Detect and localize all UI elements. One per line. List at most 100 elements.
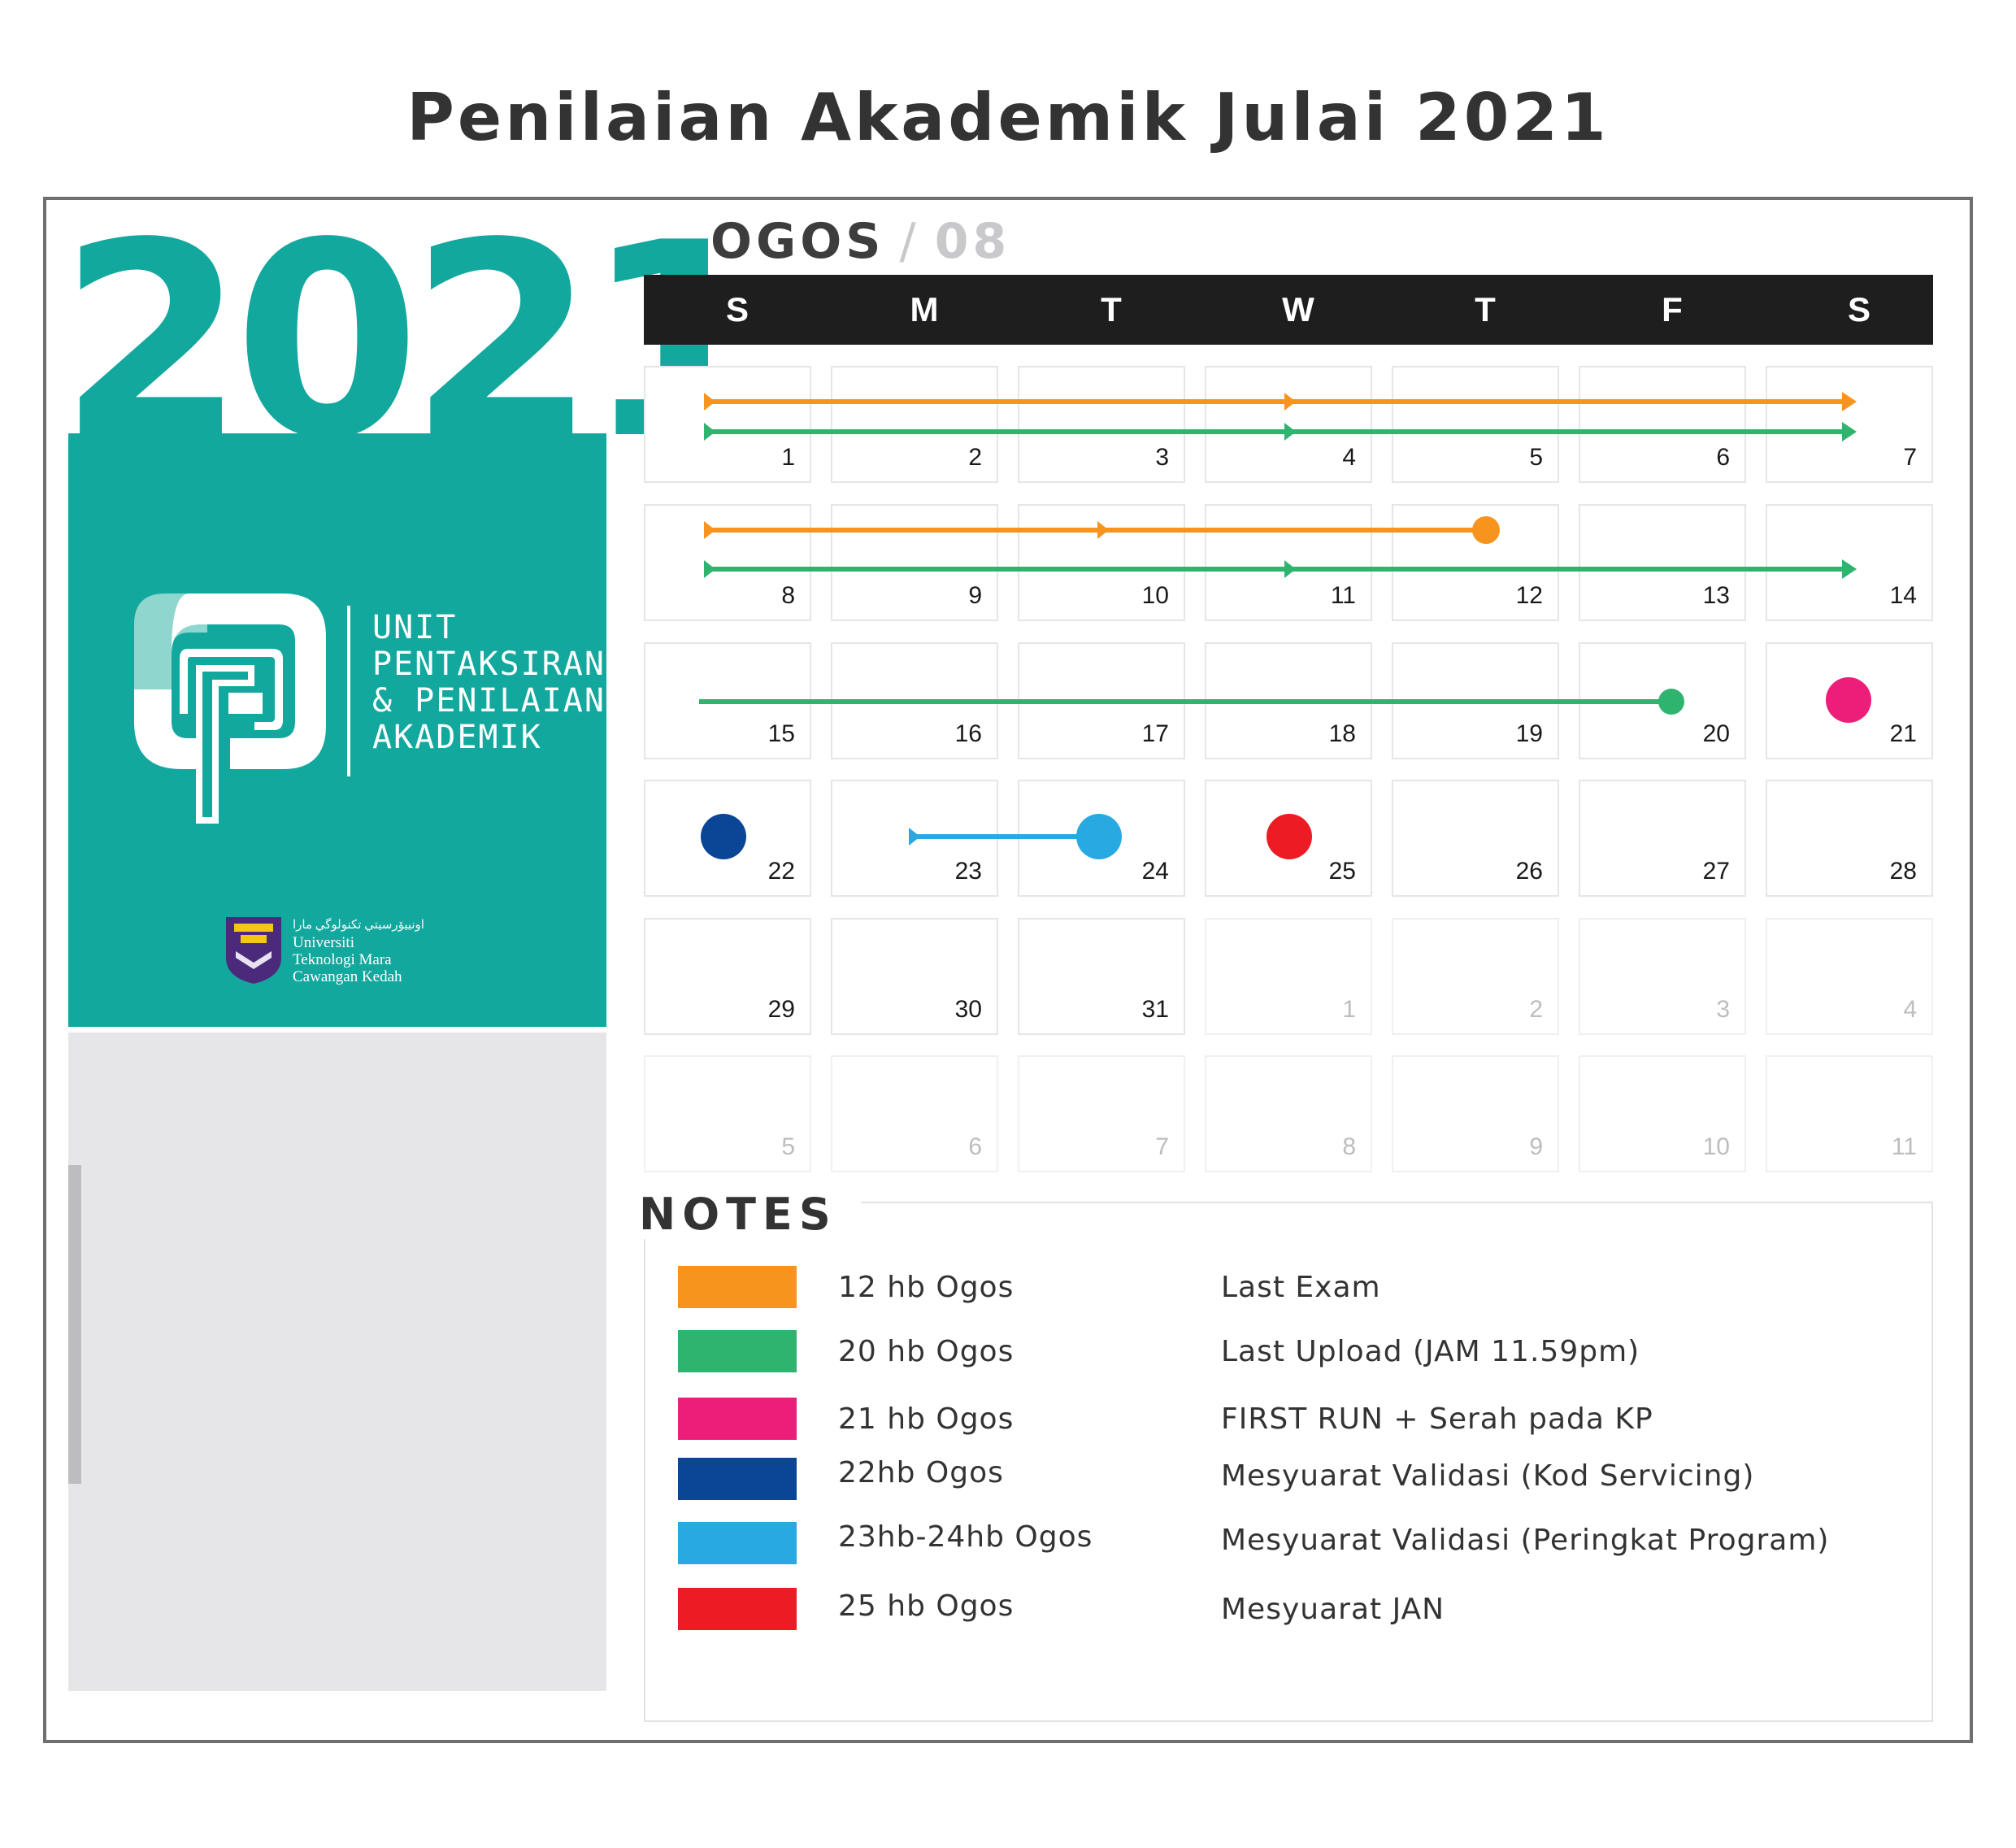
calendar-day: 23 bbox=[831, 780, 998, 897]
day-number: 19 bbox=[1515, 720, 1543, 747]
weekday-header: S M T W T F S bbox=[644, 275, 1933, 345]
calendar-day: 24 bbox=[1018, 780, 1185, 897]
day-number: 25 bbox=[1328, 858, 1356, 885]
month-slash: / bbox=[899, 213, 920, 270]
notes-title: NOTES bbox=[639, 1190, 862, 1239]
calendar-day: 6 bbox=[1579, 366, 1746, 483]
day-number: 18 bbox=[1328, 720, 1356, 747]
day-number: 1 bbox=[1342, 996, 1356, 1023]
note-row: 21 hb Ogos FIRST RUN + Serah pada KP bbox=[0, 1398, 2016, 1446]
calendar-day: 22 bbox=[644, 780, 811, 897]
calendar-day: 2 bbox=[831, 366, 998, 483]
note-swatch bbox=[678, 1398, 797, 1440]
note-description: FIRST RUN + Serah pada KP bbox=[1221, 1402, 1653, 1436]
unit-name-line: & PENILAIAN bbox=[372, 682, 606, 720]
day-number: 7 bbox=[1155, 1133, 1169, 1160]
note-description: Mesyuarat JAN bbox=[1221, 1593, 1445, 1626]
note-date: 20 hb Ogos bbox=[838, 1335, 1015, 1368]
day-number: 10 bbox=[1141, 582, 1169, 609]
note-swatch bbox=[678, 1458, 797, 1500]
calendar-day-other-month: 10 bbox=[1579, 1055, 1746, 1172]
day-number: 8 bbox=[1342, 1133, 1356, 1160]
day-number: 31 bbox=[1141, 996, 1169, 1023]
note-description: Last Exam bbox=[1221, 1271, 1381, 1304]
calendar-day: 13 bbox=[1579, 504, 1746, 621]
day-number: 24 bbox=[1141, 858, 1169, 885]
blank-panel bbox=[68, 1033, 606, 1691]
weekday-mon: M bbox=[910, 290, 939, 328]
university-name-line: Cawangan Kedah bbox=[293, 968, 402, 985]
note-row: 23hb-24hb Ogos Mesyuarat Validasi (Perin… bbox=[0, 1520, 2016, 1571]
day-number: 27 bbox=[1702, 858, 1730, 885]
note-swatch bbox=[678, 1588, 797, 1630]
note-description: Mesyuarat Validasi (Peringkat Program) bbox=[1221, 1524, 1830, 1557]
day-number: 10 bbox=[1702, 1133, 1730, 1160]
day-number: 15 bbox=[767, 720, 795, 747]
calendar-day-other-month: 3 bbox=[1579, 918, 1746, 1035]
day-number: 2 bbox=[1529, 996, 1543, 1023]
notes-box bbox=[644, 1202, 1933, 1722]
calendar-day: 14 bbox=[1766, 504, 1933, 621]
note-row: 20 hb Ogos Last Upload (JAM 11.59pm) bbox=[0, 1330, 2016, 1379]
day-number: 1 bbox=[781, 444, 795, 471]
page-title: Penilaian Akademik Julai 2021 bbox=[406, 80, 1610, 155]
calendar-day: 17 bbox=[1018, 642, 1185, 759]
calendar-day: 29 bbox=[644, 918, 811, 1035]
calendar-frame bbox=[43, 197, 1973, 1743]
calendar-day: 25 bbox=[1205, 780, 1372, 897]
calendar-day: 18 bbox=[1205, 642, 1372, 759]
day-number: 23 bbox=[954, 858, 982, 885]
day-number: 11 bbox=[1330, 582, 1356, 609]
unit-name-line: UNIT bbox=[372, 609, 458, 646]
day-number: 9 bbox=[968, 582, 982, 609]
weekday-fri: F bbox=[1662, 290, 1683, 328]
note-date: 22hb Ogos bbox=[838, 1456, 1004, 1489]
logo-divider bbox=[347, 606, 350, 776]
calendar-day: 3 bbox=[1018, 366, 1185, 483]
calendar-day: 8 bbox=[644, 504, 811, 621]
university-jawi: ﺍﻭﻧﻴﯿﯚﺭﺳﻴﺘﻲ ﺗﻜﻨﻮﻟﻮﮔﻲ ﻣﺎﺭﺍ bbox=[293, 919, 424, 932]
day-number: 2 bbox=[968, 444, 982, 471]
calendar-day: 19 bbox=[1392, 642, 1559, 759]
day-number: 16 bbox=[954, 720, 982, 747]
note-description: Last Upload (JAM 11.59pm) bbox=[1221, 1335, 1640, 1368]
day-number: 29 bbox=[767, 996, 795, 1023]
month-name: OGOS bbox=[710, 213, 885, 270]
day-number: 6 bbox=[1716, 444, 1730, 471]
note-swatch bbox=[678, 1266, 797, 1308]
calendar-day: 21 bbox=[1766, 642, 1933, 759]
unit-name-line: PENTAKSIRAN bbox=[372, 646, 606, 683]
calendar-day-other-month: 1 bbox=[1205, 918, 1372, 1035]
month-number: 08 bbox=[934, 213, 1011, 270]
note-date: 21 hb Ogos bbox=[838, 1402, 1015, 1436]
unit-name-line: AKADEMIK bbox=[372, 719, 542, 756]
university-name-line: Teknologi Mara bbox=[293, 951, 392, 968]
calendar-day-other-month: 9 bbox=[1392, 1055, 1559, 1172]
calendar-day-other-month: 7 bbox=[1018, 1055, 1185, 1172]
day-number: 22 bbox=[767, 858, 795, 885]
calendar-day-other-month: 2 bbox=[1392, 918, 1559, 1035]
day-number: 28 bbox=[1889, 858, 1917, 885]
weekday-sun: S bbox=[725, 290, 749, 328]
month-heading: OGOS/08 bbox=[710, 213, 1010, 270]
day-number: 7 bbox=[1903, 444, 1917, 471]
calendar-day: 16 bbox=[831, 642, 998, 759]
day-number: 3 bbox=[1155, 444, 1169, 471]
calendar-day: 28 bbox=[1766, 780, 1933, 897]
day-number: 5 bbox=[781, 1133, 795, 1160]
day-number: 11 bbox=[1891, 1133, 1917, 1160]
day-number: 12 bbox=[1515, 582, 1543, 609]
calendar-day-other-month: 4 bbox=[1766, 918, 1933, 1035]
uitm-crest-icon bbox=[226, 917, 281, 984]
note-swatch bbox=[678, 1330, 797, 1372]
calendar-day: 9 bbox=[831, 504, 998, 621]
calendar-day: 20 bbox=[1579, 642, 1746, 759]
note-date: 25 hb Ogos bbox=[838, 1589, 1015, 1623]
day-number: 30 bbox=[954, 996, 982, 1023]
calendar-day: 27 bbox=[1579, 780, 1746, 897]
unit-logo-icon bbox=[134, 594, 326, 824]
calendar-day: 11 bbox=[1205, 504, 1372, 621]
calendar-day: 15 bbox=[644, 642, 811, 759]
note-date: 23hb-24hb Ogos bbox=[838, 1520, 1093, 1554]
day-number: 4 bbox=[1903, 996, 1917, 1023]
